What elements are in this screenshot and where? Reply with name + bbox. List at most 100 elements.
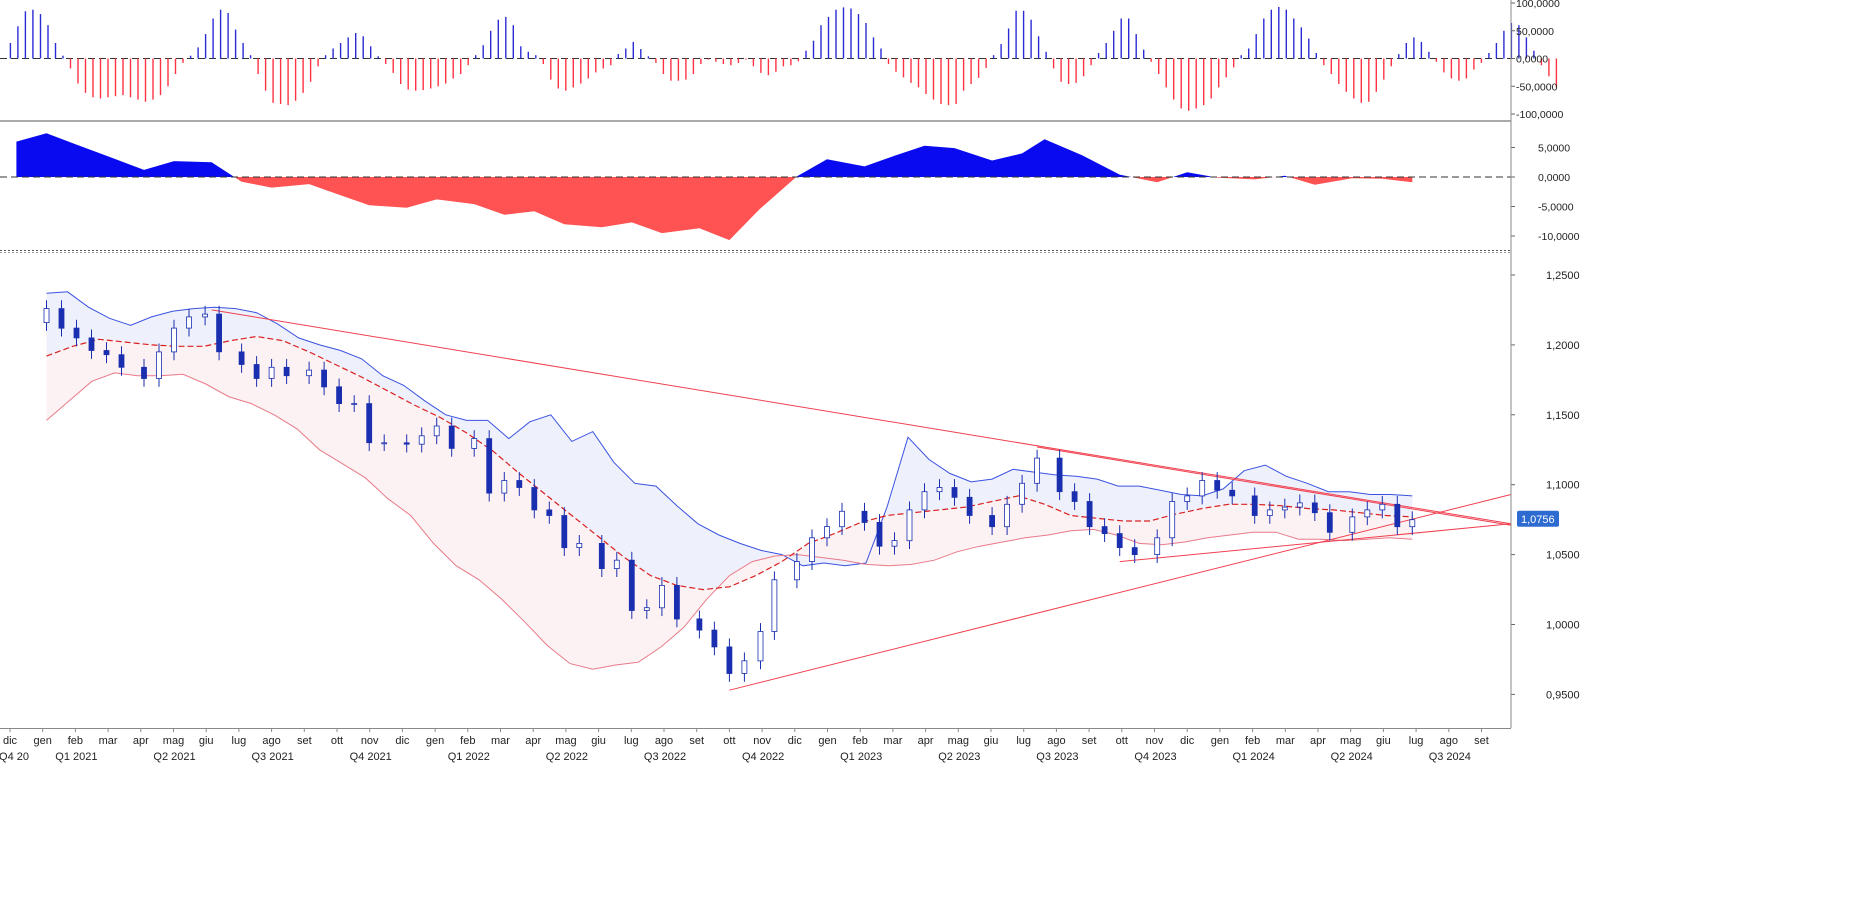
candle[interactable]: [366, 403, 373, 444]
candle[interactable]: [238, 351, 245, 365]
candle[interactable]: [891, 540, 898, 547]
candle[interactable]: [794, 561, 800, 581]
candle[interactable]: [1169, 501, 1176, 539]
candle[interactable]: [1004, 503, 1010, 528]
month-label: set: [297, 735, 312, 747]
candle[interactable]: [726, 646, 733, 674]
candle[interactable]: [711, 629, 718, 648]
candle[interactable]: [757, 631, 764, 662]
candle[interactable]: [1229, 489, 1236, 497]
trendline[interactable]: [211, 309, 1512, 525]
candle[interactable]: [1311, 502, 1318, 514]
candle[interactable]: [576, 543, 583, 549]
candle[interactable]: [1019, 482, 1025, 505]
candle[interactable]: [1379, 503, 1386, 511]
candle[interactable]: [336, 386, 343, 404]
candle[interactable]: [696, 618, 703, 631]
candle[interactable]: [1131, 547, 1138, 555]
candle[interactable]: [501, 480, 508, 494]
month-label: mar: [883, 735, 902, 747]
candle[interactable]: [628, 559, 635, 611]
candle[interactable]: [906, 509, 913, 542]
candle[interactable]: [516, 480, 523, 488]
candle[interactable]: [1071, 491, 1078, 502]
candle[interactable]: [1199, 480, 1206, 497]
candle[interactable]: [1296, 502, 1303, 508]
candle[interactable]: [321, 369, 328, 388]
candle[interactable]: [824, 526, 830, 539]
candle[interactable]: [839, 510, 845, 528]
candle[interactable]: [283, 366, 290, 377]
candle[interactable]: [1116, 533, 1123, 548]
candle[interactable]: [1251, 495, 1258, 516]
candle[interactable]: [1214, 480, 1221, 491]
trendline[interactable]: [1037, 446, 1512, 526]
bollinger-upper-line[interactable]: [46, 291, 1413, 567]
candle[interactable]: [471, 438, 478, 449]
trendline[interactable]: [1119, 523, 1512, 563]
candle[interactable]: [216, 313, 223, 353]
candle[interactable]: [306, 369, 313, 377]
month-label: mag: [1340, 735, 1361, 747]
candle[interactable]: [771, 579, 778, 632]
candle[interactable]: [433, 425, 440, 437]
month-label: ago: [1440, 735, 1458, 747]
candle[interactable]: [1154, 537, 1161, 555]
candle[interactable]: [561, 515, 568, 549]
candle[interactable]: [88, 337, 95, 351]
candle[interactable]: [674, 585, 680, 620]
candle[interactable]: [268, 366, 275, 379]
candle[interactable]: [861, 510, 868, 523]
candle[interactable]: [118, 354, 125, 368]
candle[interactable]: [741, 660, 748, 674]
candle[interactable]: [1409, 519, 1416, 528]
candle[interactable]: [613, 559, 620, 570]
candle[interactable]: [202, 313, 209, 318]
candle[interactable]: [876, 522, 883, 547]
candle[interactable]: [351, 403, 358, 406]
candle[interactable]: [253, 364, 260, 379]
candle[interactable]: [103, 350, 110, 356]
candle[interactable]: [1394, 503, 1401, 528]
bollinger-lower-line[interactable]: [46, 372, 1413, 670]
candle[interactable]: [1086, 501, 1093, 528]
candle[interactable]: [486, 438, 493, 494]
candle[interactable]: [1101, 526, 1108, 534]
candle[interactable]: [403, 442, 410, 445]
candle[interactable]: [1266, 509, 1273, 516]
month-label: giu: [984, 735, 999, 747]
candle[interactable]: [531, 487, 538, 511]
candle[interactable]: [1326, 512, 1333, 533]
trendline[interactable]: [729, 494, 1512, 691]
candle[interactable]: [936, 487, 943, 493]
candle[interactable]: [1184, 495, 1191, 502]
candle[interactable]: [643, 607, 650, 611]
candle[interactable]: [966, 496, 973, 516]
candle[interactable]: [381, 442, 388, 445]
bollinger-mid-line[interactable]: [46, 335, 1413, 591]
candle[interactable]: [951, 487, 958, 498]
candle[interactable]: [598, 543, 605, 570]
candle[interactable]: [1349, 516, 1356, 533]
candle[interactable]: [659, 585, 665, 609]
candle[interactable]: [1034, 457, 1040, 484]
candle[interactable]: [186, 316, 192, 329]
candle[interactable]: [141, 366, 147, 379]
candle[interactable]: [921, 491, 928, 511]
candle[interactable]: [73, 327, 80, 339]
candle[interactable]: [546, 509, 553, 516]
candle[interactable]: [809, 537, 815, 562]
candle[interactable]: [43, 308, 50, 324]
candle[interactable]: [1281, 506, 1288, 511]
month-label: lug: [232, 735, 247, 747]
candle[interactable]: [1056, 457, 1063, 493]
candle[interactable]: [448, 425, 455, 449]
candle[interactable]: [171, 327, 177, 353]
candle[interactable]: [989, 515, 995, 528]
candle[interactable]: [58, 308, 65, 329]
candle[interactable]: [418, 435, 425, 445]
candle[interactable]: [1364, 509, 1371, 518]
quarter-label: Q2 2024: [1331, 751, 1373, 763]
candle[interactable]: [156, 351, 162, 379]
